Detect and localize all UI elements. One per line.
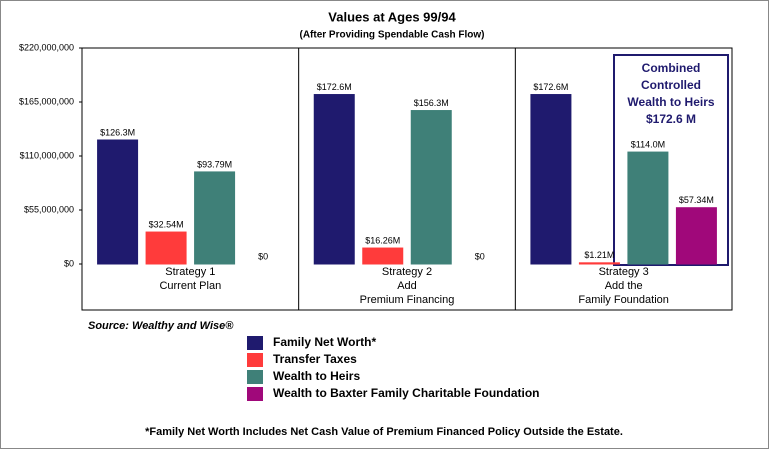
bar	[578, 262, 620, 265]
value-label: $32.54M	[149, 219, 184, 229]
y-tick-label: $110,000,000	[20, 150, 74, 160]
legend-label: Wealth to Heirs	[273, 369, 360, 383]
x-tick-label: Strategy 3	[599, 266, 649, 278]
value-label: $126.3M	[100, 127, 135, 137]
annotation-text: Controlled	[641, 78, 701, 92]
annotation-box	[613, 54, 729, 266]
bar	[194, 171, 236, 265]
value-label: $172.6M	[317, 82, 352, 92]
x-tick-label: Add	[397, 280, 417, 292]
bar	[627, 151, 669, 265]
value-label: $1.21M	[584, 250, 614, 260]
chart-title: Values at Ages 99/94	[328, 9, 456, 24]
bar	[145, 231, 187, 265]
legend-swatch	[247, 387, 263, 401]
bar	[530, 94, 572, 265]
value-label: $93.79M	[197, 159, 232, 169]
chart-subtitle: (After Providing Spendable Cash Flow)	[299, 30, 484, 41]
footnote: *Family Net Worth Includes Net Cash Valu…	[145, 426, 623, 438]
x-tick-label: Premium Financing	[360, 294, 455, 306]
value-label: $16.26M	[365, 235, 400, 245]
y-tick-label: $0	[64, 258, 74, 268]
annotation-text: $172.6 M	[646, 112, 696, 126]
bar	[675, 207, 717, 265]
y-tick-label: $165,000,000	[19, 96, 74, 106]
value-label: $114.0M	[631, 139, 665, 149]
legend-label: Wealth to Baxter Family Charitable Found…	[273, 386, 539, 400]
value-label: $172.6M	[533, 82, 568, 92]
legend-swatch	[247, 353, 263, 367]
value-label: $0	[258, 251, 268, 261]
x-tick-label: Add the	[605, 280, 643, 292]
value-label: $57.34M	[679, 195, 714, 205]
legend-label: Family Net Worth*	[273, 335, 376, 349]
annotation-text: Wealth to Heirs	[627, 95, 714, 109]
x-tick-label: Strategy 1	[165, 266, 215, 278]
source: Source: Wealthy and Wise®	[88, 320, 234, 332]
x-tick-label: Current Plan	[159, 280, 221, 292]
value-label: $0	[475, 251, 485, 261]
bar	[410, 110, 452, 265]
bar	[362, 247, 404, 265]
annotation-text: Combined	[642, 61, 701, 75]
legend-swatch	[247, 336, 263, 350]
x-tick-label: Strategy 2	[382, 266, 432, 278]
y-tick-label: $220,000,000	[19, 42, 74, 52]
bar	[97, 139, 139, 265]
x-tick-label: Family Foundation	[578, 294, 669, 306]
legend-label: Transfer Taxes	[273, 352, 357, 366]
bar	[313, 94, 355, 265]
y-tick-label: $55,000,000	[24, 204, 74, 214]
plot-area	[81, 47, 733, 311]
legend-swatch	[247, 370, 263, 384]
value-label: $156.3M	[414, 98, 449, 108]
